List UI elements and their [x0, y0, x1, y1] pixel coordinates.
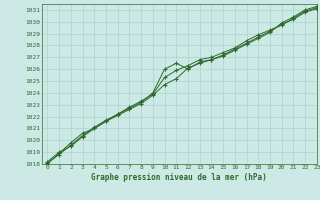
X-axis label: Graphe pression niveau de la mer (hPa): Graphe pression niveau de la mer (hPa)	[91, 173, 267, 182]
